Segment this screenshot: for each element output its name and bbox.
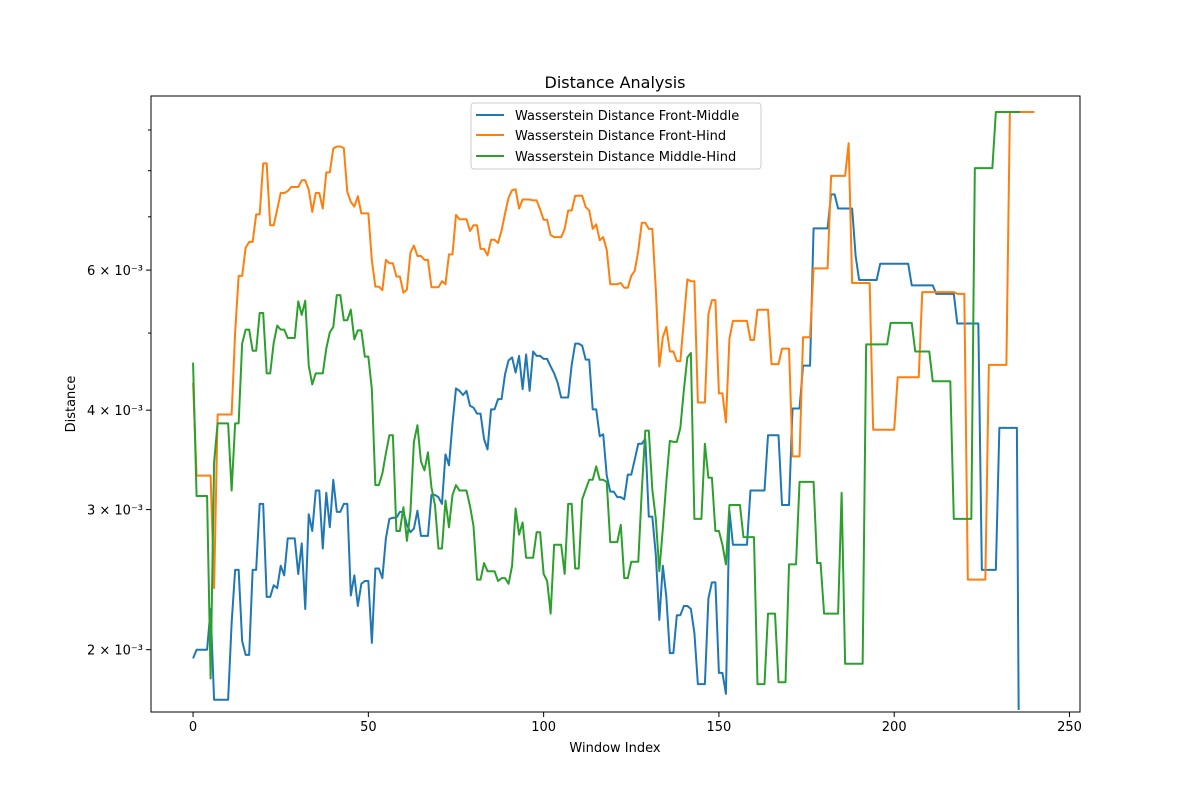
y-tick-label: 2 × 10⁻³ [87, 644, 143, 659]
x-tick-label: 150 [707, 720, 732, 735]
x-tick-label: 0 [189, 720, 197, 735]
y-axis-label: Distance [64, 376, 79, 433]
series-line-wasserstein-distance-middle-hind [192, 111, 1021, 686]
x-tick-label: 200 [882, 720, 907, 735]
legend-label-front-hind: Wasserstein Distance Front-Hind [515, 129, 726, 144]
x-tick-label: 50 [360, 720, 377, 735]
legend-label-middle-hind: Wasserstein Distance Middle-Hind [515, 150, 736, 165]
y-tick-label: 3 × 10⁻³ [87, 504, 143, 519]
x-axis-ticks: 0 50 100 150 200 250 [189, 712, 1082, 735]
x-tick-label: 100 [531, 720, 556, 735]
x-axis-label: Window Index [569, 741, 660, 756]
legend: Wasserstein Distance Front-Middle Wasser… [470, 102, 762, 170]
legend-box [470, 102, 762, 170]
series-layer [192, 111, 1035, 710]
legend-label-front-middle: Wasserstein Distance Front-Middle [515, 109, 739, 124]
x-tick-label: 250 [1057, 720, 1082, 735]
y-tick-label: 6 × 10⁻³ [87, 264, 143, 279]
chart-title: Distance Analysis [545, 73, 686, 92]
y-tick-label: 4 × 10⁻³ [87, 404, 143, 419]
series-line-wasserstein-distance-front-middle [192, 193, 1020, 710]
plot-frame [150, 95, 1081, 713]
series-line-wasserstein-distance-front-hind [192, 111, 1035, 590]
y-axis-ticks: 2 × 10⁻³ 3 × 10⁻³ 4 × 10⁻³ 6 × 10⁻³ [87, 129, 151, 659]
